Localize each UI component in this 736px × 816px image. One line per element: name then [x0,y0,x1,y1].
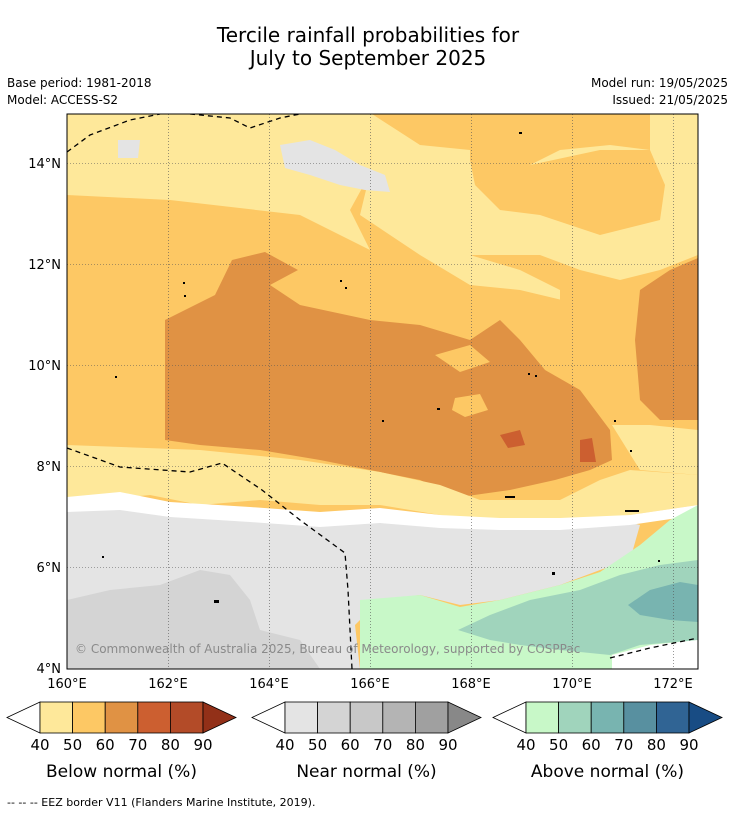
legend-tick-label: 50 [549,736,568,754]
x-tick-labels: 160°E 162°E 164°E 166°E 168°E 170°E 172°… [47,677,693,692]
probability-map: © Commonwealth of Australia 2025, Bureau… [67,114,698,669]
below-70-patch [500,430,596,462]
y-tick-label: 4°N [37,662,62,677]
legend-swatch [72,701,106,734]
legend-0: 40 50 60 70 80 90 Below normal (%) [6,701,237,782]
legend-swatch [414,701,449,734]
legend-arrow-high [688,701,723,734]
below-40-region-north [67,114,698,300]
legend-tick-label: 70 [373,736,392,754]
y-tick-label: 14°N [28,157,61,172]
below-40-patch-east [612,425,698,475]
legend-swatch [590,701,625,734]
gridlines [67,114,698,669]
legend-tick-label: 80 [161,736,180,754]
above-50-region [458,560,698,655]
legend-tick-label: 90 [438,736,457,754]
legend-tick-label: 40 [516,736,535,754]
legend-swatch [525,701,559,734]
legend-tick-label: 60 [582,736,601,754]
above-60-region [628,582,698,622]
below-60-region [165,252,612,497]
near-normal-patch-north [118,140,390,192]
near-50-region [67,570,320,669]
legend-tick-label: 50 [63,736,82,754]
legend-swatch [137,701,171,734]
legend-title: Above normal (%) [531,762,684,782]
legend-tick-label: 60 [96,736,115,754]
legend-swatch [382,701,416,734]
legend-swatch [349,701,384,734]
x-tick-label: 170°E [552,677,592,692]
below-50-region-northeast [372,114,665,235]
legend-tick-label: 80 [406,736,425,754]
y-tick-label: 8°N [37,460,62,475]
legend-tick-label: 80 [647,736,666,754]
model-run-text: Model run: 19/05/2025 [590,76,728,90]
legend-arrow-high [447,701,482,734]
footnote: -- -- -- EEZ border V11 (Flanders Marine… [7,796,316,809]
legend-swatch [623,701,657,734]
y-tick-label: 12°N [28,258,61,273]
copyright-text: © Commonwealth of Australia 2025, Bureau… [75,642,580,656]
legend-tick-label: 60 [341,736,360,754]
legend-tick-label: 90 [679,736,698,754]
legend-arrow-low [251,701,286,734]
map-frame [66,113,699,670]
islands [102,132,660,603]
chart-title-line1: Tercile rainfall probabilities for [216,23,520,47]
white-strip-south [67,492,698,530]
eez-border [67,114,698,669]
x-tick-label: 164°E [249,677,289,692]
legend-tick-label: 40 [30,736,49,754]
white-strip-east [612,640,698,669]
legend-2: 40 50 60 70 80 90 Above normal (%) [492,701,723,782]
below-40-band-south [67,445,698,520]
legend-tick-label: 40 [275,736,294,754]
x-tick-label: 166°E [350,677,390,692]
x-tick-label: 168°E [451,677,491,692]
below-60-region-east [635,258,698,420]
legend-tick-label: 70 [614,736,633,754]
y-tick-label: 10°N [28,359,61,374]
legend-swatch [284,701,318,734]
x-tick-label: 160°E [47,677,87,692]
legend-tick-label: 70 [128,736,147,754]
legend-title: Near normal (%) [296,762,436,782]
legend-swatch [656,701,690,734]
legend-arrow-high [202,701,237,734]
legend-tick-label: 90 [193,736,212,754]
x-tick-label: 172°E [653,677,693,692]
legend-swatch [558,701,592,734]
legend-arrow-low [492,701,527,734]
legend-swatch [104,701,139,734]
legend-swatch [169,701,204,734]
y-tick-label: 6°N [37,561,62,576]
chart-title-line2: July to September 2025 [249,46,487,70]
legends: 40 50 60 70 80 90 Below normal (%) 40 50 60 70 80 90… [6,701,723,782]
base-period-text: Base period: 1981-2018 [7,76,152,90]
below-50-patch-mid [435,345,490,417]
x-tick-label: 162°E [148,677,188,692]
legend-swatch [317,701,351,734]
y-tick-labels: 4°N 6°N 8°N 10°N 12°N 14°N [28,157,61,677]
legend-tick-label: 50 [308,736,327,754]
issued-text: Issued: 21/05/2025 [612,93,728,107]
legend-swatch [39,701,73,734]
legend-title: Below normal (%) [46,762,197,782]
legend-arrow-low [6,701,41,734]
model-text: Model: ACCESS-S2 [7,93,119,107]
